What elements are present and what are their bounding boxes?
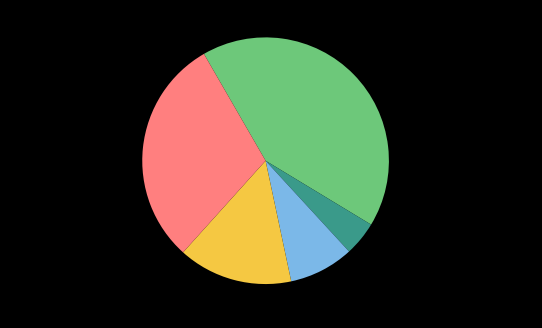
Wedge shape [266,161,371,252]
Wedge shape [204,37,389,225]
Wedge shape [142,54,266,252]
Wedge shape [266,161,349,281]
Wedge shape [183,161,291,284]
